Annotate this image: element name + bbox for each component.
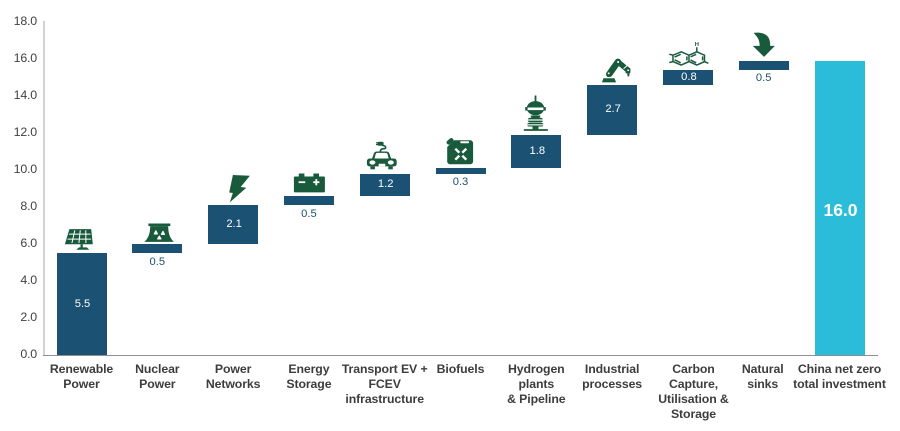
svg-text:H: H [695, 42, 699, 48]
